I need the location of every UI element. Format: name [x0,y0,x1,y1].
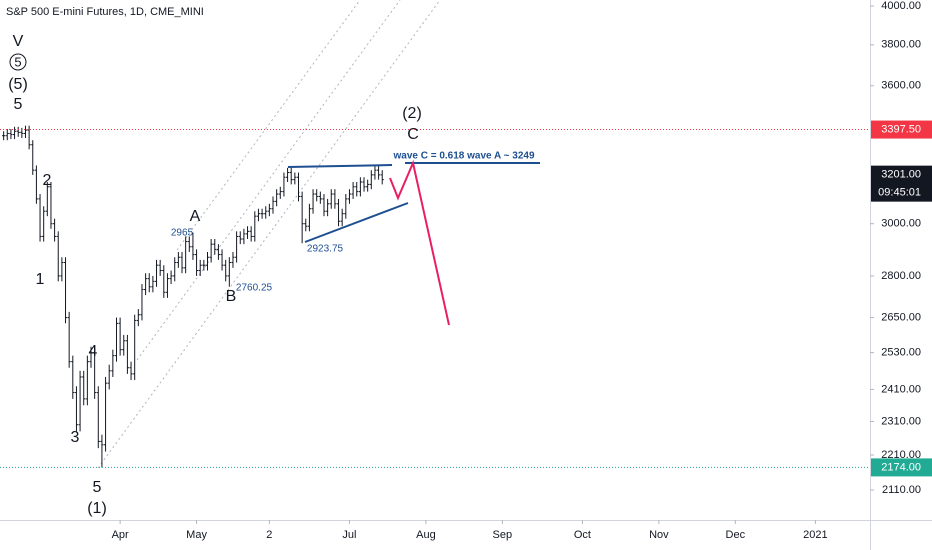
triangle [287,162,540,243]
wave-label: B [226,288,237,305]
x-tick-label: May [186,529,207,541]
price-note: 2760.25 [236,283,273,294]
x-tick-label: 2 [266,529,272,541]
x-tick-label: Aug [416,529,436,541]
wave-label: (5) [8,76,28,93]
price-label-box [871,458,932,477]
channel-line [136,0,401,361]
wave-label: 3 [71,429,80,446]
wave-circle [9,53,27,71]
wave-label: A [190,208,201,225]
x-tick-label: Jul [342,529,356,541]
y-tick-label: 2410.00 [881,383,921,395]
x-tick-label: Apr [112,529,129,541]
y-tick-label: 2800.00 [881,270,921,282]
y-tick-label: 3800.00 [881,39,921,51]
price-label-box [871,120,932,139]
y-tick-label: 3000.00 [881,218,921,230]
price-bars [2,125,384,468]
last-price-box [871,165,932,202]
wave-label: (1) [87,500,107,517]
wave-label: (2) [402,105,422,122]
chart-title: S&P 500 E-mini Futures, 1D, CME_MINI [6,6,204,18]
price-label: 2174.00 [881,461,921,473]
x-tick-label: 2021 [803,529,827,541]
price-note: 2965 [171,228,194,239]
y-tick-label: 2530.00 [881,347,921,359]
countdown: 09:45:01 [878,187,921,199]
triangle-lower [304,202,409,243]
channel-line [97,0,441,469]
channel [97,0,441,469]
channel-line [176,0,361,251]
y-tick-label: 4000.00 [881,0,921,12]
y-tick-label: 2650.00 [881,311,921,323]
x-tick-label: Sep [493,529,513,541]
x-tick-label: Oct [574,529,591,541]
price-label: 3397.50 [881,123,921,135]
y-tick-label: 2210.00 [881,449,921,461]
wave-label: 2 [43,172,52,189]
wave-label: 5 [14,96,23,113]
wave-label: 5 [93,479,102,496]
y-tick-label: 3600.00 [881,80,921,92]
wave-label: 4 [89,343,98,360]
wave-label: C [407,126,419,143]
y-tick-label: 2110.00 [882,484,921,496]
target-note: wave C = 0.618 wave A ~ 3249 [392,151,534,162]
projection [389,159,450,326]
y-tick-label: 2310.00 [881,415,921,427]
price-note: 2923.75 [307,244,344,255]
last-price-label: 3201.00 [881,169,921,181]
triangle-upper [287,164,393,168]
wave-label: 5 [14,54,21,69]
wave-label: 1 [36,271,45,288]
wave-label: V [13,33,24,50]
x-tick-label: Dec [726,529,746,541]
x-tick-label: Nov [649,529,669,541]
